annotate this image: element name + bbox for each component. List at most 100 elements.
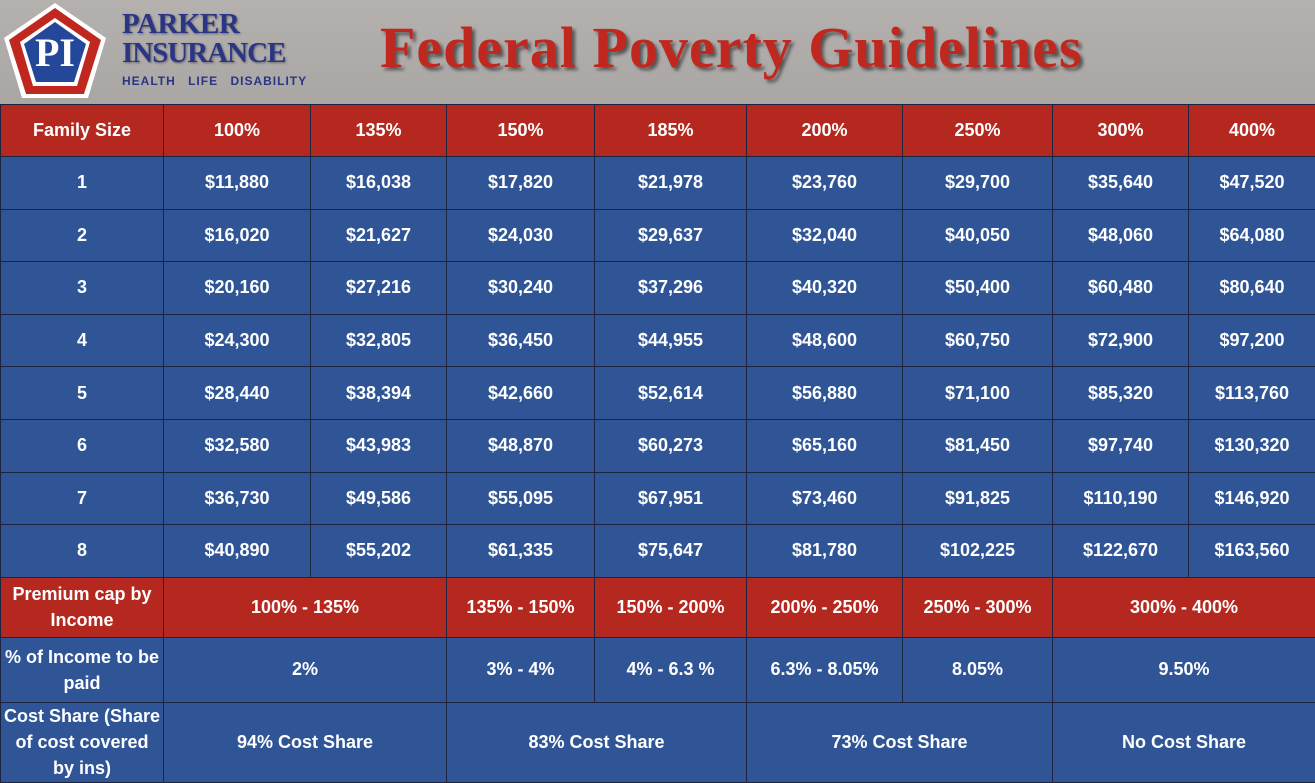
premium-cap-cell: 250% - 300% bbox=[902, 576, 1053, 638]
header-cell: 150% bbox=[446, 104, 595, 157]
income-cell: $122,670 bbox=[1052, 524, 1189, 578]
income-cell: $73,460 bbox=[746, 471, 903, 526]
income-cell: $36,730 bbox=[163, 471, 311, 526]
income-percent-cell: 9.50% bbox=[1052, 636, 1315, 703]
income-cell: $80,640 bbox=[1188, 261, 1315, 315]
income-cell: $64,080 bbox=[1188, 208, 1315, 263]
income-cell: $56,880 bbox=[746, 366, 903, 420]
table-row: 6 $32,580 $43,983 $48,870 $60,273 $65,160 $81,… bbox=[0, 418, 1315, 473]
income-cell: $50,400 bbox=[902, 261, 1053, 315]
svg-text:PI: PI bbox=[35, 30, 75, 75]
header-cell: 200% bbox=[746, 104, 903, 157]
table-row: 4 $24,300 $32,805 $36,450 $44,955 $48,600 $60,… bbox=[0, 313, 1315, 368]
income-cell: $91,825 bbox=[902, 471, 1053, 526]
income-cell: $97,740 bbox=[1052, 418, 1189, 473]
income-cell: $32,040 bbox=[746, 208, 903, 263]
premium-cap-label: Premium cap by Income bbox=[0, 576, 164, 638]
income-cell: $44,955 bbox=[594, 313, 747, 368]
income-cell: $29,637 bbox=[594, 208, 747, 263]
income-cell: $61,335 bbox=[446, 524, 595, 578]
parker-insurance-logo: PI bbox=[4, 3, 106, 98]
income-cell: $21,978 bbox=[594, 156, 747, 210]
income-cell: $21,627 bbox=[310, 208, 447, 263]
income-cell: $81,450 bbox=[902, 418, 1053, 473]
income-cell: $30,240 bbox=[446, 261, 595, 315]
income-cell: $16,020 bbox=[163, 208, 311, 263]
income-cell: $32,580 bbox=[163, 418, 311, 473]
income-cell: $11,880 bbox=[163, 156, 311, 210]
income-cell: $102,225 bbox=[902, 524, 1053, 578]
income-cell: $43,983 bbox=[310, 418, 447, 473]
income-cell: $60,480 bbox=[1052, 261, 1189, 315]
header-cell: 185% bbox=[594, 104, 747, 157]
header-cell: 400% bbox=[1188, 104, 1315, 157]
income-cell: $67,951 bbox=[594, 471, 747, 526]
income-cell: $146,920 bbox=[1188, 471, 1315, 526]
table-row: 7 $36,730 $49,586 $55,095 $67,951 $73,460 $91,… bbox=[0, 471, 1315, 526]
income-cell: $113,760 bbox=[1188, 366, 1315, 420]
family-size-cell: 3 bbox=[0, 261, 164, 315]
family-size-cell: 6 bbox=[0, 418, 164, 473]
income-percent-cell: 3% - 4% bbox=[446, 636, 595, 703]
page-header: PI PARKER INSURANCE HEALTH LIFE DISABILI… bbox=[0, 0, 1315, 104]
income-cell: $32,805 bbox=[310, 313, 447, 368]
income-cell: $23,760 bbox=[746, 156, 903, 210]
page-title: Federal Poverty Guidelines bbox=[380, 15, 1083, 80]
income-cell: $55,202 bbox=[310, 524, 447, 578]
poverty-guidelines-table: Family Size 100% 135% 150% 185% 200% 250% 300% 4… bbox=[0, 104, 1315, 783]
income-cell: $81,780 bbox=[746, 524, 903, 578]
income-percent-row: % of Income to be paid 2% 3% - 4% 4% - 6.3 … bbox=[0, 636, 1315, 703]
income-cell: $48,870 bbox=[446, 418, 595, 473]
income-cell: $36,450 bbox=[446, 313, 595, 368]
premium-cap-cell: 100% - 135% bbox=[163, 576, 447, 638]
header-cell: 135% bbox=[310, 104, 447, 157]
income-cell: $40,890 bbox=[163, 524, 311, 578]
income-percent-cell: 4% - 6.3 % bbox=[594, 636, 747, 703]
premium-cap-cell: 150% - 200% bbox=[594, 576, 747, 638]
brand-tagline: HEALTH LIFE DISABILITY bbox=[122, 74, 308, 88]
income-cell: $163,560 bbox=[1188, 524, 1315, 578]
family-size-cell: 8 bbox=[0, 524, 164, 578]
header-cell: 250% bbox=[902, 104, 1053, 157]
brand-line-2: INSURANCE bbox=[122, 37, 286, 69]
income-cell: $65,160 bbox=[746, 418, 903, 473]
table-row: 1 $11,880 $16,038 $17,820 $21,978 $23,760 $29,… bbox=[0, 156, 1315, 210]
cost-share-cell: 94% Cost Share bbox=[163, 701, 447, 783]
table-row: 2 $16,020 $21,627 $24,030 $29,637 $32,040 $40,… bbox=[0, 208, 1315, 263]
income-cell: $40,320 bbox=[746, 261, 903, 315]
income-cell: $75,647 bbox=[594, 524, 747, 578]
premium-cap-cell: 300% - 400% bbox=[1052, 576, 1315, 638]
income-cell: $24,300 bbox=[163, 313, 311, 368]
income-cell: $42,660 bbox=[446, 366, 595, 420]
income-cell: $71,100 bbox=[902, 366, 1053, 420]
income-cell: $27,216 bbox=[310, 261, 447, 315]
family-size-cell: 2 bbox=[0, 208, 164, 263]
income-cell: $130,320 bbox=[1188, 418, 1315, 473]
cost-share-label: Cost Share (Share of cost covered by ins… bbox=[0, 701, 164, 783]
income-cell: $24,030 bbox=[446, 208, 595, 263]
cost-share-row: Cost Share (Share of cost covered by ins… bbox=[0, 701, 1315, 783]
family-size-cell: 5 bbox=[0, 366, 164, 420]
cost-share-cell: No Cost Share bbox=[1052, 701, 1315, 783]
income-cell: $17,820 bbox=[446, 156, 595, 210]
income-cell: $97,200 bbox=[1188, 313, 1315, 368]
income-cell: $60,750 bbox=[902, 313, 1053, 368]
header-cell: 100% bbox=[163, 104, 311, 157]
income-cell: $55,095 bbox=[446, 471, 595, 526]
income-percent-label: % of Income to be paid bbox=[0, 636, 164, 703]
premium-cap-cell: 135% - 150% bbox=[446, 576, 595, 638]
income-cell: $49,586 bbox=[310, 471, 447, 526]
income-cell: $110,190 bbox=[1052, 471, 1189, 526]
income-cell: $47,520 bbox=[1188, 156, 1315, 210]
brand-name: PARKER INSURANCE HEALTH LIFE DISABILITY bbox=[122, 10, 308, 89]
income-percent-cell: 2% bbox=[163, 636, 447, 703]
income-cell: $16,038 bbox=[310, 156, 447, 210]
income-cell: $48,060 bbox=[1052, 208, 1189, 263]
header-cell: 300% bbox=[1052, 104, 1189, 157]
cost-share-cell: 73% Cost Share bbox=[746, 701, 1053, 783]
table-row: 3 $20,160 $27,216 $30,240 $37,296 $40,320 $50,… bbox=[0, 261, 1315, 315]
family-size-cell: 7 bbox=[0, 471, 164, 526]
income-cell: $85,320 bbox=[1052, 366, 1189, 420]
cost-share-cell: 83% Cost Share bbox=[446, 701, 747, 783]
premium-cap-cell: 200% - 250% bbox=[746, 576, 903, 638]
